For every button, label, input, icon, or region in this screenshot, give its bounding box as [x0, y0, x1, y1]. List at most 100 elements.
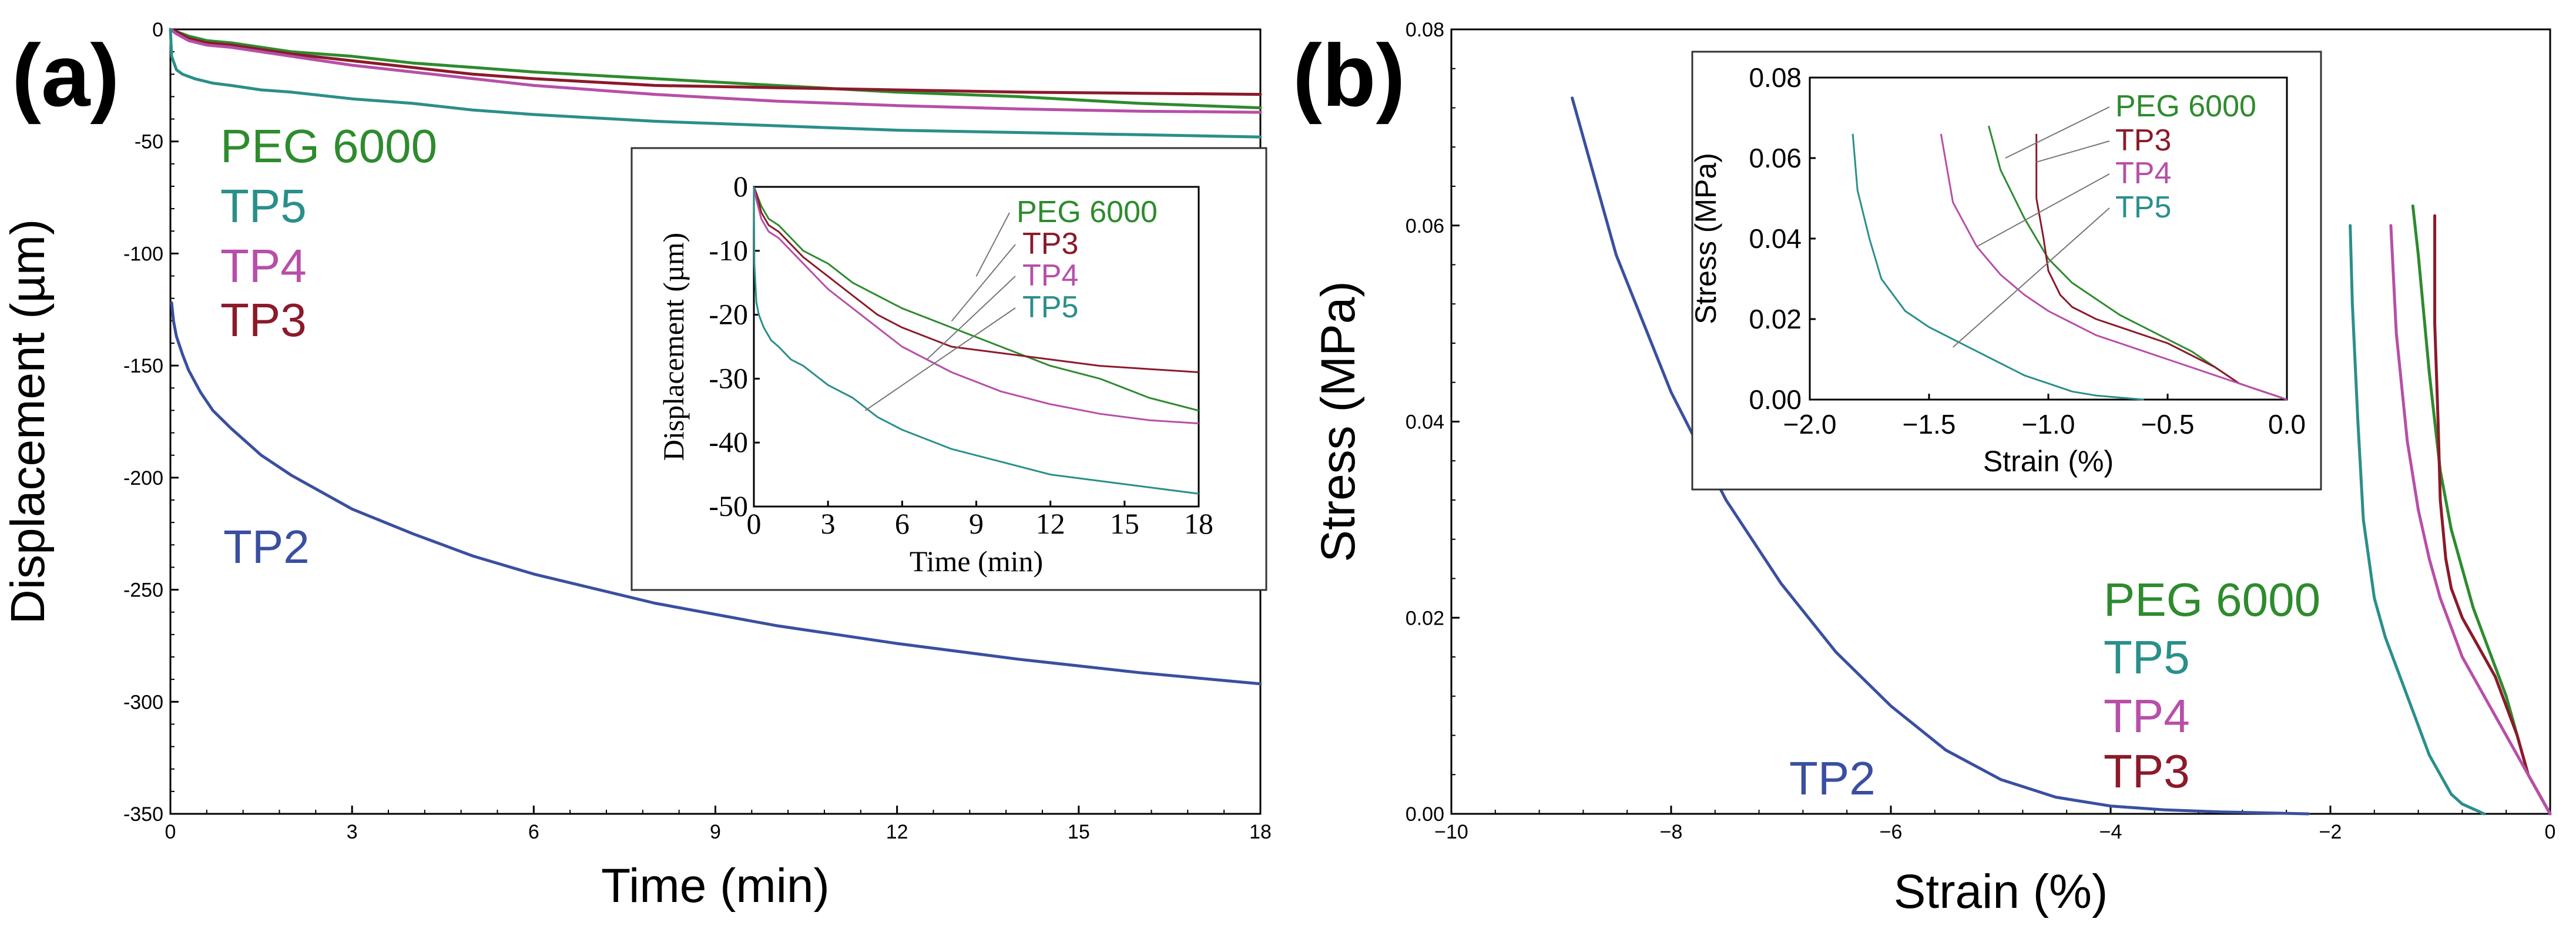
a-inset-ytick-label: -40	[709, 425, 748, 458]
a-main-x-axis-title: Time (min)	[601, 859, 830, 913]
panel-label-b: (b)	[1293, 26, 1406, 125]
a-inset-ytick-label: -20	[709, 298, 748, 331]
b-legend-tp3: TP3	[2104, 745, 2190, 797]
a-main-ytick-label: -150	[123, 355, 163, 377]
b-inset-box	[1691, 51, 2322, 491]
a-inset-xtick-label: 12	[1036, 507, 1065, 540]
b-inset-xtick-label: −0.5	[2141, 409, 2195, 440]
b-inset-y-axis-title: Stress (MPa)	[1689, 153, 1722, 324]
a-inset-series-peg-6000	[753, 186, 1199, 412]
a-main-series-tp4	[169, 28, 1262, 114]
b-inset-leader-tp4	[1976, 173, 2110, 247]
a-inset-y-axis-title: Displacement (µm)	[657, 233, 690, 461]
a-main-ytick-label: -50	[135, 131, 163, 153]
a-main-y-axis-title: Displacement (µm)	[1, 219, 55, 625]
b-inset-ytick-label: 0.06	[1749, 143, 1802, 173]
a-inset-xtick-label: 15	[1110, 507, 1139, 540]
b-main-ytick-label: 0.00	[1406, 803, 1444, 826]
b-inset-legend-tp3: TP3	[2115, 123, 2171, 157]
a-inset-xtick-label: 18	[1184, 507, 1213, 540]
a-main-xtick-label: 6	[528, 821, 539, 843]
a-main-ytick-label: -200	[123, 467, 163, 489]
a-legend-tp3: TP3	[220, 294, 307, 346]
a-main-series-tp5	[169, 28, 1262, 139]
a-inset-ytick-label: 0	[733, 170, 748, 203]
a-main-xtick-label: 9	[710, 821, 721, 843]
b-main-x-axis-title: Strain (%)	[1894, 865, 2108, 918]
a-inset-ytick-label: -30	[709, 361, 748, 394]
a-inset-x-axis-title: Time (min)	[910, 545, 1043, 578]
b-main-ytick-label: 0.06	[1406, 215, 1444, 237]
b-inset-xtick-label: −2.0	[1783, 409, 1837, 440]
b-inset-chart: −2.0 −1.5 −1.0 −0.5 0.0 0.00 0.02 0.04 0.06 0.08 S…	[1689, 62, 2306, 478]
b-main-ytick-label: 0.02	[1406, 607, 1444, 629]
a-main-ytick-label: 0	[152, 19, 163, 41]
b-inset-ytick-label: 0.02	[1749, 304, 1802, 334]
b-main-ytick-label: 0.04	[1406, 411, 1444, 434]
a-inset-series-tp4	[753, 186, 1199, 425]
a-main-ytick-label: -250	[123, 579, 163, 602]
b-main-series-tp3	[2433, 214, 2552, 816]
a-main-xtick-label: 18	[1249, 821, 1272, 843]
a-inset-xtick-label: 3	[821, 507, 836, 540]
a-main-xtick-label: 3	[347, 821, 358, 843]
b-main-series-tp5	[2349, 224, 2486, 816]
a-main-ytick-label: -100	[123, 243, 163, 265]
a-inset-ytick-label: -50	[709, 489, 748, 522]
b-legend-tp5: TP5	[2104, 631, 2190, 683]
a-inset-leader-tp4	[926, 276, 1016, 360]
a-legend-tp2: TP2	[223, 521, 310, 573]
a-inset-xtick-label: 9	[969, 507, 984, 540]
b-main-y-axis-title: Stress (MPa)	[1312, 281, 1365, 562]
a-inset-legend-tp3: TP3	[1022, 227, 1078, 261]
a-inset-leader-peg-6000	[975, 212, 1010, 277]
a-inset-series-tp3	[753, 186, 1199, 373]
a-inset-leader-tp5	[864, 307, 1016, 411]
b-inset-leader-tp5	[1952, 207, 2110, 348]
a-inset-legend-tp4: TP4	[1022, 259, 1078, 293]
a-legend-tp5: TP5	[220, 180, 307, 232]
b-inset-series-tp5	[1852, 133, 2144, 401]
b-inset-ytick-label: 0.04	[1749, 223, 1802, 254]
b-inset-legend-peg-6000: PEG 6000	[2115, 89, 2256, 123]
b-inset-legend-tp4: TP4	[2115, 156, 2171, 190]
b-inset-ytick-label: 0.08	[1749, 62, 1802, 93]
b-main-xtick-label: −4	[2099, 821, 2122, 843]
a-main-chart: 0 3 6 9 12 15 180-50-100-150-200-250-300-350Ti…	[1, 19, 1272, 913]
a-main-xtick-label: 0	[165, 821, 176, 843]
b-main-xtick-label: 0	[2545, 821, 2556, 843]
b-inset-xtick-label: 0.0	[2268, 409, 2306, 440]
b-main-xtick-label: −2	[2319, 821, 2342, 843]
a-main-series-peg-6000	[169, 28, 1262, 109]
a-main-ytick-label: -350	[123, 803, 163, 826]
b-inset-xtick-label: −1.5	[1903, 409, 1956, 440]
a-inset-legend-tp5: TP5	[1022, 290, 1078, 324]
a-main-xtick-label: 12	[886, 821, 908, 843]
b-main-xtick-label: −6	[1880, 821, 1903, 843]
a-inset-legend-peg-6000: PEG 6000	[1017, 195, 1158, 229]
b-main-chart: −10 −8 −6 −4 −2 0 0.00 0.02 0.04 0.06 0.08 Strain (…	[1312, 19, 2555, 918]
b-legend-tp4: TP4	[2104, 690, 2190, 742]
panel-label-a: (a)	[12, 26, 119, 125]
b-main-series-tp4	[2389, 224, 2552, 816]
a-inset-leader-tp3	[951, 244, 1016, 322]
b-inset-ytick-label: 0.00	[1749, 384, 1802, 415]
a-inset-chart: 0 3 6 9 12 15 18 0 -10 -20 -30 -40 -50 Time (min) Disp…	[657, 170, 1213, 578]
b-inset-xtick-label: −1.0	[2022, 409, 2075, 440]
a-main-ytick-label: -300	[123, 691, 163, 713]
b-inset-leader-peg-6000	[2005, 106, 2110, 159]
a-inset-xtick-label: 6	[895, 507, 910, 540]
b-inset-legend-tp5: TP5	[2115, 190, 2171, 224]
b-inset-x-axis-title: Strain (%)	[1983, 445, 2114, 478]
a-legend-tp4: TP4	[220, 240, 307, 292]
a-main-series-tp3	[169, 28, 1262, 96]
b-legend-tp2: TP2	[1789, 752, 1876, 804]
a-main-series-tp2	[170, 301, 1262, 686]
b-main-series-tp2	[1571, 96, 2310, 816]
b-inset-series-tp4	[1940, 133, 2287, 401]
a-inset-xtick-label: 0	[747, 507, 762, 540]
b-main-ytick-label: 0.08	[1406, 19, 1444, 41]
b-main-xtick-label: −8	[1660, 821, 1683, 843]
a-inset-series-tp5	[753, 186, 1199, 495]
